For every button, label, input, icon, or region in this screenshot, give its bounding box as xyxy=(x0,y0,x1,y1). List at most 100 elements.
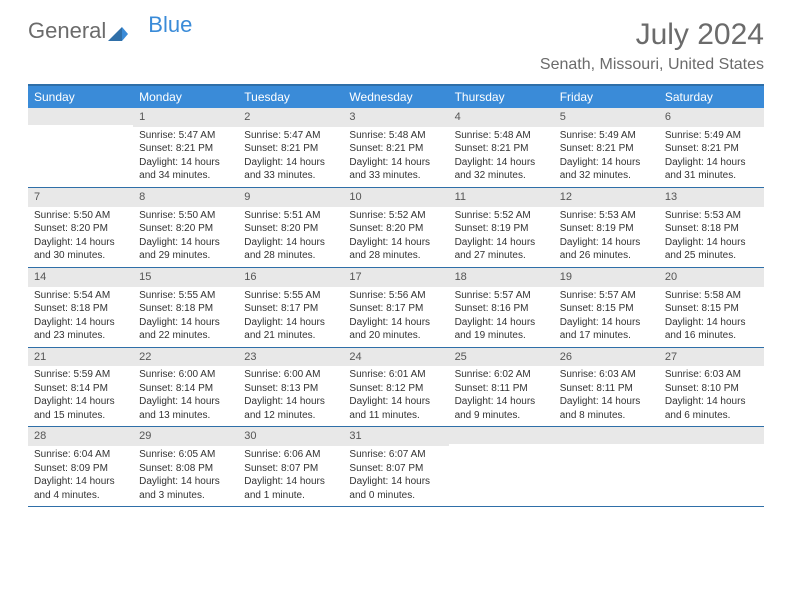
calendar-cell: 25Sunrise: 6:02 AMSunset: 8:11 PMDayligh… xyxy=(449,348,554,427)
day-number: 8 xyxy=(133,188,238,207)
day-info: Sunrise: 5:58 AMSunset: 8:15 PMDaylight:… xyxy=(659,287,764,347)
day-info-line: Sunset: 8:15 PM xyxy=(560,302,653,316)
logo-text-2: Blue xyxy=(148,12,192,38)
day-info-line: Daylight: 14 hours and 26 minutes. xyxy=(560,236,653,263)
day-header: Thursday xyxy=(449,86,554,108)
day-info-line: Sunset: 8:13 PM xyxy=(244,382,337,396)
day-info: Sunrise: 6:06 AMSunset: 8:07 PMDaylight:… xyxy=(238,446,343,506)
calendar-cell: 21Sunrise: 5:59 AMSunset: 8:14 PMDayligh… xyxy=(28,348,133,427)
day-info-line: Daylight: 14 hours and 21 minutes. xyxy=(244,316,337,343)
day-info-line: Sunrise: 6:06 AM xyxy=(244,448,337,462)
day-info-line: Sunrise: 5:54 AM xyxy=(34,289,127,303)
day-number: 10 xyxy=(343,188,448,207)
day-info-line: Sunset: 8:11 PM xyxy=(560,382,653,396)
day-number: 18 xyxy=(449,268,554,287)
day-info-line: Sunrise: 5:53 AM xyxy=(560,209,653,223)
calendar-cell: 14Sunrise: 5:54 AMSunset: 8:18 PMDayligh… xyxy=(28,268,133,347)
day-header-row: SundayMondayTuesdayWednesdayThursdayFrid… xyxy=(28,86,764,108)
day-info-line: Sunset: 8:16 PM xyxy=(455,302,548,316)
day-info-line: Daylight: 14 hours and 12 minutes. xyxy=(244,395,337,422)
day-info-line: Daylight: 14 hours and 17 minutes. xyxy=(560,316,653,343)
day-info-line: Daylight: 14 hours and 4 minutes. xyxy=(34,475,127,502)
day-info-line: Sunrise: 5:52 AM xyxy=(455,209,548,223)
day-info-line: Daylight: 14 hours and 3 minutes. xyxy=(139,475,232,502)
month-title: July 2024 xyxy=(540,18,764,52)
day-info-line: Sunset: 8:19 PM xyxy=(560,222,653,236)
day-info-line: Sunset: 8:07 PM xyxy=(244,462,337,476)
day-info-line: Sunset: 8:14 PM xyxy=(139,382,232,396)
day-info-line: Sunset: 8:15 PM xyxy=(665,302,758,316)
day-info: Sunrise: 5:55 AMSunset: 8:18 PMDaylight:… xyxy=(133,287,238,347)
day-header: Monday xyxy=(133,86,238,108)
day-info: Sunrise: 5:53 AMSunset: 8:18 PMDaylight:… xyxy=(659,207,764,267)
day-number: 1 xyxy=(133,108,238,127)
day-info-line: Sunrise: 5:55 AM xyxy=(244,289,337,303)
calendar-cell: 19Sunrise: 5:57 AMSunset: 8:15 PMDayligh… xyxy=(554,268,659,347)
day-info-line: Sunrise: 5:50 AM xyxy=(139,209,232,223)
day-info-line: Sunrise: 5:53 AM xyxy=(665,209,758,223)
day-number: 28 xyxy=(28,427,133,446)
day-info-line: Daylight: 14 hours and 28 minutes. xyxy=(244,236,337,263)
calendar-cell: 9Sunrise: 5:51 AMSunset: 8:20 PMDaylight… xyxy=(238,188,343,267)
logo-text-1: General xyxy=(28,18,106,44)
day-info-line: Sunrise: 5:49 AM xyxy=(665,129,758,143)
day-number xyxy=(28,108,133,125)
day-info-line: Daylight: 14 hours and 25 minutes. xyxy=(665,236,758,263)
day-number xyxy=(554,427,659,444)
day-number: 9 xyxy=(238,188,343,207)
day-info-line: Daylight: 14 hours and 34 minutes. xyxy=(139,156,232,183)
day-info-line: Daylight: 14 hours and 22 minutes. xyxy=(139,316,232,343)
calendar-cell: 24Sunrise: 6:01 AMSunset: 8:12 PMDayligh… xyxy=(343,348,448,427)
day-number: 22 xyxy=(133,348,238,367)
day-number: 24 xyxy=(343,348,448,367)
calendar-cell xyxy=(28,108,133,187)
week-row: 28Sunrise: 6:04 AMSunset: 8:09 PMDayligh… xyxy=(28,427,764,507)
header: General Blue July 2024 Senath, Missouri,… xyxy=(28,18,764,74)
day-info: Sunrise: 5:57 AMSunset: 8:15 PMDaylight:… xyxy=(554,287,659,347)
day-info-line: Sunrise: 5:51 AM xyxy=(244,209,337,223)
day-info: Sunrise: 5:47 AMSunset: 8:21 PMDaylight:… xyxy=(238,127,343,187)
day-number: 15 xyxy=(133,268,238,287)
day-info: Sunrise: 5:52 AMSunset: 8:19 PMDaylight:… xyxy=(449,207,554,267)
day-number: 27 xyxy=(659,348,764,367)
day-number: 25 xyxy=(449,348,554,367)
calendar-cell: 31Sunrise: 6:07 AMSunset: 8:07 PMDayligh… xyxy=(343,427,448,506)
day-info-line: Sunrise: 5:55 AM xyxy=(139,289,232,303)
day-info-line: Daylight: 14 hours and 0 minutes. xyxy=(349,475,442,502)
calendar-cell: 5Sunrise: 5:49 AMSunset: 8:21 PMDaylight… xyxy=(554,108,659,187)
day-info-line: Daylight: 14 hours and 8 minutes. xyxy=(560,395,653,422)
day-info-line: Daylight: 14 hours and 32 minutes. xyxy=(455,156,548,183)
day-info-line: Sunset: 8:11 PM xyxy=(455,382,548,396)
calendar-cell: 2Sunrise: 5:47 AMSunset: 8:21 PMDaylight… xyxy=(238,108,343,187)
week-row: 21Sunrise: 5:59 AMSunset: 8:14 PMDayligh… xyxy=(28,348,764,428)
day-number: 31 xyxy=(343,427,448,446)
day-info: Sunrise: 5:54 AMSunset: 8:18 PMDaylight:… xyxy=(28,287,133,347)
calendar-cell xyxy=(449,427,554,506)
day-info: Sunrise: 5:57 AMSunset: 8:16 PMDaylight:… xyxy=(449,287,554,347)
calendar-cell: 28Sunrise: 6:04 AMSunset: 8:09 PMDayligh… xyxy=(28,427,133,506)
calendar-cell: 10Sunrise: 5:52 AMSunset: 8:20 PMDayligh… xyxy=(343,188,448,267)
day-header: Sunday xyxy=(28,86,133,108)
calendar-cell xyxy=(554,427,659,506)
day-number xyxy=(659,427,764,444)
day-info-line: Daylight: 14 hours and 13 minutes. xyxy=(139,395,232,422)
calendar-cell: 23Sunrise: 6:00 AMSunset: 8:13 PMDayligh… xyxy=(238,348,343,427)
day-info-line: Sunrise: 5:57 AM xyxy=(455,289,548,303)
day-number: 6 xyxy=(659,108,764,127)
day-number: 19 xyxy=(554,268,659,287)
day-info-line: Daylight: 14 hours and 29 minutes. xyxy=(139,236,232,263)
day-info-line: Sunset: 8:17 PM xyxy=(349,302,442,316)
week-row: 14Sunrise: 5:54 AMSunset: 8:18 PMDayligh… xyxy=(28,268,764,348)
day-info-line: Sunrise: 5:47 AM xyxy=(139,129,232,143)
day-info-line: Sunrise: 6:07 AM xyxy=(349,448,442,462)
day-info-line: Daylight: 14 hours and 20 minutes. xyxy=(349,316,442,343)
day-info-line: Sunrise: 6:04 AM xyxy=(34,448,127,462)
day-number: 16 xyxy=(238,268,343,287)
day-info-line: Sunrise: 5:47 AM xyxy=(244,129,337,143)
calendar-cell: 7Sunrise: 5:50 AMSunset: 8:20 PMDaylight… xyxy=(28,188,133,267)
day-number: 12 xyxy=(554,188,659,207)
day-info-line: Daylight: 14 hours and 1 minute. xyxy=(244,475,337,502)
day-info: Sunrise: 6:07 AMSunset: 8:07 PMDaylight:… xyxy=(343,446,448,506)
day-info-line: Sunrise: 6:00 AM xyxy=(244,368,337,382)
day-info-line: Sunrise: 6:03 AM xyxy=(560,368,653,382)
